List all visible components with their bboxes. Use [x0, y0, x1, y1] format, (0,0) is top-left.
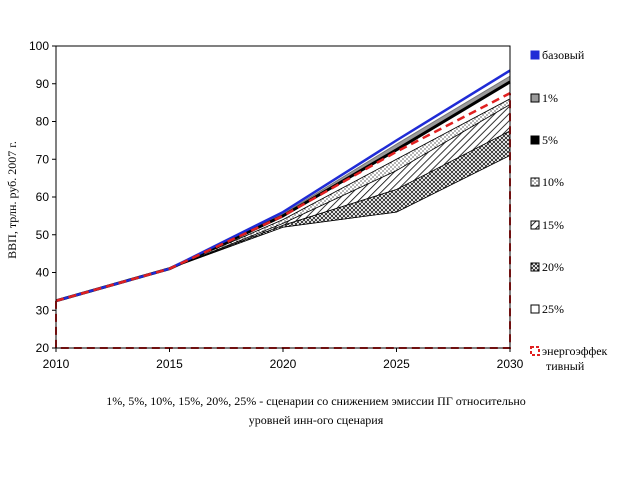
legend: базовый 1% 5% 10% 15% 20% 25% энергоэффек тивный	[530, 48, 608, 373]
y-axis-label: ВВП, трлн. руб. 2007 г.	[5, 141, 19, 259]
x-axis: 2010 2015 2020 2025 2030	[43, 348, 524, 371]
legend-label: 10%	[542, 175, 564, 189]
y-tick-label: 60	[36, 190, 50, 204]
y-tick-label: 30	[36, 303, 50, 317]
y-tick-label: 50	[36, 228, 50, 242]
legend-label: 20%	[542, 260, 564, 274]
plot-lines	[55, 69, 511, 349]
y-tick-label: 80	[36, 115, 50, 129]
legend-label: энергоэффек тивный	[542, 344, 608, 373]
x-tick-label: 2015	[156, 357, 183, 371]
plot-areas	[55, 75, 511, 302]
legend-swatch	[530, 220, 540, 230]
y-axis: 20 30 40 50 60 70 80 90 100	[29, 39, 56, 355]
y-tick-label: 100	[29, 39, 49, 53]
legend-swatch	[530, 262, 540, 272]
legend-label: базовый	[542, 48, 585, 62]
legend-swatch	[530, 304, 540, 314]
legend-label: 5%	[542, 133, 558, 147]
x-tick-label: 2030	[497, 357, 524, 371]
legend-label: 15%	[542, 218, 564, 232]
y-tick-label: 40	[36, 266, 50, 280]
y-tick-label: 70	[36, 152, 50, 166]
x-tick-label: 2020	[270, 357, 297, 371]
series-line-10%	[55, 98, 511, 302]
legend-swatch	[530, 135, 540, 145]
series-line-15%	[55, 104, 511, 302]
band-15%	[55, 104, 511, 302]
series-line-энергоэффек-тивный	[55, 92, 511, 303]
caption-line-1: 1%, 5%, 10%, 15%, 20%, 25% - сценарии со…	[106, 394, 526, 408]
y-tick-label: 90	[36, 77, 50, 91]
band-10%	[55, 98, 511, 302]
plot-frame	[55, 45, 511, 349]
legend-swatch	[530, 50, 540, 60]
legend-label: 25%	[542, 302, 564, 316]
x-tick-label: 2010	[43, 357, 70, 371]
legend-swatch	[530, 177, 540, 187]
legend-swatch	[530, 346, 540, 356]
legend-swatch	[530, 93, 540, 103]
series-line-5%	[55, 80, 511, 303]
y-tick-label: 20	[36, 341, 50, 355]
legend-label: 1%	[542, 91, 558, 105]
caption-line-2: уровней инн-ого сценария	[249, 413, 384, 427]
x-tick-label: 2025	[383, 357, 410, 371]
